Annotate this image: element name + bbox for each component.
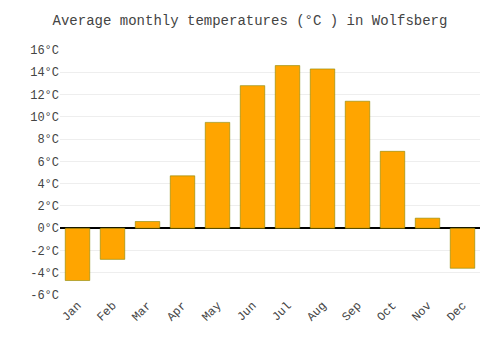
svg-text:Oct: Oct — [374, 299, 399, 324]
svg-text:14°C: 14°C — [30, 66, 59, 80]
svg-text:Sep: Sep — [339, 299, 364, 324]
svg-text:Feb: Feb — [94, 299, 119, 324]
svg-text:May: May — [199, 299, 224, 324]
svg-text:Jul: Jul — [269, 299, 294, 324]
svg-text:12°C: 12°C — [30, 89, 59, 103]
svg-text:0°C: 0°C — [37, 222, 59, 236]
svg-text:10°C: 10°C — [30, 111, 59, 125]
svg-text:Average monthly temperatures (: Average monthly temperatures (°C ) in Wo… — [53, 13, 448, 29]
svg-text:Aug: Aug — [304, 299, 329, 324]
svg-text:6°C: 6°C — [37, 156, 59, 170]
svg-text:Mar: Mar — [129, 299, 154, 324]
svg-text:16°C: 16°C — [30, 44, 59, 58]
svg-text:Apr: Apr — [164, 299, 189, 324]
svg-text:Dec: Dec — [444, 299, 469, 324]
svg-text:Nov: Nov — [409, 299, 434, 324]
svg-text:Jan: Jan — [59, 299, 84, 324]
svg-text:Jun: Jun — [234, 299, 259, 324]
svg-text:2°C: 2°C — [37, 200, 59, 214]
svg-text:4°C: 4°C — [37, 178, 59, 192]
svg-text:-6°C: -6°C — [30, 289, 59, 303]
svg-text:8°C: 8°C — [37, 133, 59, 147]
svg-text:-2°C: -2°C — [30, 245, 59, 259]
svg-text:-4°C: -4°C — [30, 267, 59, 281]
